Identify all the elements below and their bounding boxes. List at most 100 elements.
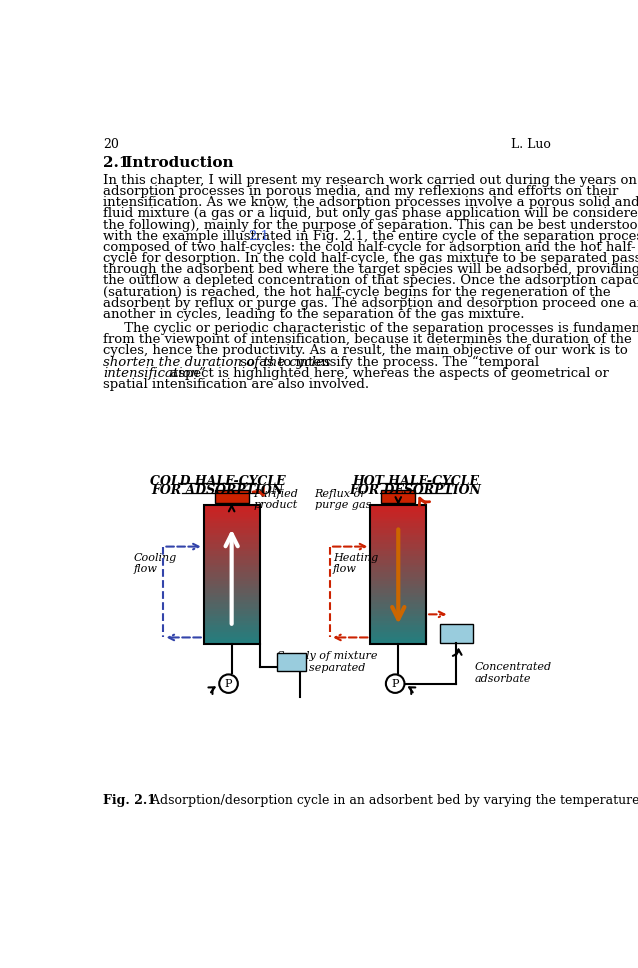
Bar xyxy=(371,532,426,535)
Bar xyxy=(204,581,260,584)
Bar xyxy=(204,526,260,529)
Bar xyxy=(371,565,426,567)
Text: Heating
flow: Heating flow xyxy=(333,553,378,574)
Bar xyxy=(371,620,426,622)
Bar xyxy=(371,544,426,547)
Text: through the adsorbent bed where the target species will be adsorbed, providing i: through the adsorbent bed where the targ… xyxy=(103,263,638,276)
Bar xyxy=(204,505,260,507)
Bar xyxy=(204,535,260,537)
Bar xyxy=(204,625,260,627)
Text: intensification. As we know, the adsorption processes involve a porous solid and: intensification. As we know, the adsorpt… xyxy=(103,197,638,209)
Bar xyxy=(204,614,260,616)
Bar xyxy=(371,537,426,539)
Text: adsorbent by reflux or purge gas. The adsorption and desorption proceed one afte: adsorbent by reflux or purge gas. The ad… xyxy=(103,297,638,310)
Bar xyxy=(214,490,249,503)
Bar xyxy=(204,607,260,609)
Bar xyxy=(371,619,426,620)
Bar xyxy=(371,567,426,570)
Bar xyxy=(204,560,260,562)
Bar xyxy=(204,590,260,592)
Bar xyxy=(382,490,415,503)
Bar xyxy=(204,600,260,602)
Bar xyxy=(371,592,426,595)
Bar xyxy=(440,624,473,643)
Bar xyxy=(371,584,426,586)
Bar xyxy=(204,572,260,574)
Bar xyxy=(371,604,426,607)
Bar xyxy=(371,519,426,521)
Bar xyxy=(371,535,426,537)
Text: another in cycles, leading to the separation of the gas mixture.: another in cycles, leading to the separa… xyxy=(103,308,524,320)
Bar xyxy=(371,512,426,514)
Bar xyxy=(371,505,426,507)
Text: P: P xyxy=(225,679,232,688)
Text: 2.1: 2.1 xyxy=(103,156,130,170)
Bar xyxy=(371,622,426,625)
Bar xyxy=(204,554,260,556)
FancyArrowPatch shape xyxy=(453,650,461,656)
Bar xyxy=(204,540,260,542)
Bar xyxy=(204,627,260,630)
Bar xyxy=(371,524,426,526)
FancyArrowPatch shape xyxy=(409,687,415,694)
Bar xyxy=(371,556,426,559)
Bar xyxy=(371,586,426,589)
Bar xyxy=(371,641,426,644)
Bar xyxy=(371,632,426,634)
Text: Purified
product: Purified product xyxy=(253,489,298,510)
Bar xyxy=(371,554,426,556)
Text: shorten the duration of the cycles: shorten the duration of the cycles xyxy=(103,355,330,369)
Bar xyxy=(371,529,426,530)
Bar xyxy=(371,577,426,579)
Bar xyxy=(204,577,260,579)
Bar xyxy=(371,542,426,544)
Text: aspect is highlighted here, whereas the aspects of geometrical or: aspect is highlighted here, whereas the … xyxy=(166,367,609,379)
Bar xyxy=(371,581,426,584)
Text: Fig. 2.1: Fig. 2.1 xyxy=(103,794,156,806)
Bar xyxy=(371,627,426,630)
Bar xyxy=(204,551,260,554)
Bar xyxy=(204,567,260,570)
Bar xyxy=(204,505,260,644)
Text: with the example illustrated in Fig. 2.1, the entire cycle of the separation pro: with the example illustrated in Fig. 2.1… xyxy=(103,229,638,243)
Bar xyxy=(204,517,260,519)
Text: Concentrated
adsorbate: Concentrated adsorbate xyxy=(475,662,552,683)
Bar xyxy=(371,589,426,590)
Bar xyxy=(204,609,260,611)
Text: adsorption processes in porous media, and my reflexions and efforts on their: adsorption processes in porous media, an… xyxy=(103,185,618,198)
Bar xyxy=(204,597,260,600)
Bar xyxy=(371,611,426,614)
Text: In this chapter, I will present my research work carried out during the years on: In this chapter, I will present my resea… xyxy=(103,174,638,187)
Bar xyxy=(204,521,260,524)
Bar xyxy=(204,559,260,560)
Bar xyxy=(204,529,260,530)
Bar xyxy=(371,560,426,562)
Text: spatial intensification are also involved.: spatial intensification are also involve… xyxy=(103,378,369,391)
Bar xyxy=(204,584,260,586)
Bar xyxy=(371,597,426,600)
Bar xyxy=(371,562,426,565)
Bar xyxy=(371,551,426,554)
Bar xyxy=(371,549,426,551)
Bar xyxy=(204,532,260,535)
Bar xyxy=(371,634,426,637)
Bar xyxy=(204,632,260,634)
Bar xyxy=(204,579,260,581)
Bar xyxy=(371,574,426,577)
Bar xyxy=(204,514,260,517)
Bar xyxy=(204,537,260,539)
Bar xyxy=(204,619,260,620)
Bar xyxy=(204,639,260,641)
Text: The cyclic or periodic characteristic of the separation processes is fundamental: The cyclic or periodic characteristic of… xyxy=(103,322,638,335)
Bar xyxy=(204,565,260,567)
Bar xyxy=(277,652,306,672)
Bar xyxy=(371,572,426,574)
FancyArrowPatch shape xyxy=(419,499,429,505)
Bar xyxy=(204,637,260,639)
Bar xyxy=(204,562,260,565)
Bar xyxy=(371,595,426,597)
Bar xyxy=(371,607,426,609)
Bar xyxy=(371,609,426,611)
Circle shape xyxy=(219,675,238,693)
Text: fluid mixture (a gas or a liquid, but only gas phase application will be conside: fluid mixture (a gas or a liquid, but on… xyxy=(103,207,638,221)
